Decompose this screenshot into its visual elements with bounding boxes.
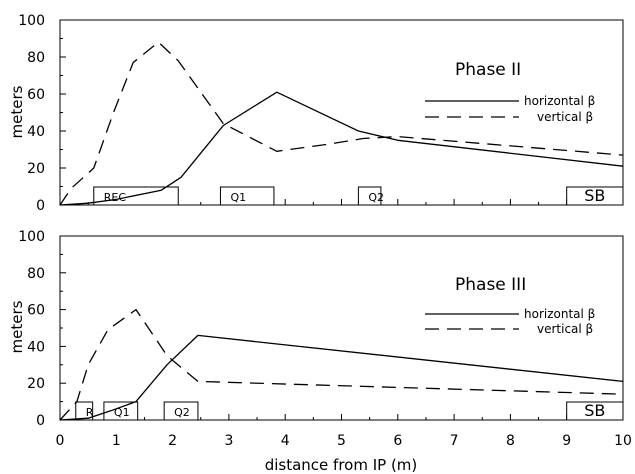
x-tick-labels: 0 1 2 3 4 5 6 7 8 9 10 [56, 433, 632, 449]
y-tick-label: 40 [27, 339, 45, 355]
element-label: SB [584, 401, 605, 420]
elements-bottom: R Q1 Q2 SB [75, 401, 624, 421]
y-ticks-top: 0 20 40 60 80 100 [18, 13, 66, 214]
element-box-q2 [357, 186, 382, 206]
legend-bottom: horizontal β vertical β [425, 307, 595, 336]
panel-title-top: Phase II [455, 60, 521, 80]
y-ticks-bottom: 0 20 40 60 80 100 [18, 229, 66, 429]
x-tick-label: 6 [393, 433, 402, 449]
x-tick-label: 2 [168, 433, 177, 449]
y-tick-label: 60 [27, 87, 45, 103]
element-label: Q1 [114, 406, 130, 419]
y-tick-label: 40 [27, 124, 45, 140]
x-tick-label: 8 [506, 433, 515, 449]
x-axis-label: distance from IP (m) [265, 456, 418, 474]
series-vertical-beta [59, 41, 624, 206]
element-box-q1 [103, 401, 139, 421]
y-tick-label: 20 [27, 376, 45, 392]
series-vertical-beta [59, 308, 624, 421]
legend-top: horizontal β vertical β [425, 94, 595, 124]
x-ticks-bottom [59, 414, 624, 420]
series-bottom [59, 308, 624, 421]
y-axis-label-top: meters [8, 85, 26, 138]
y-tick-label: 100 [18, 229, 45, 245]
element-label: R [86, 406, 94, 419]
x-tick-label: 5 [337, 433, 346, 449]
element-label: Q2 [174, 406, 190, 419]
y-tick-label: 20 [27, 161, 45, 177]
x-tick-label: 1 [112, 433, 121, 449]
x-tick-label: 9 [562, 433, 571, 449]
element-label: Q2 [368, 191, 384, 204]
element-box-q1 [219, 186, 275, 206]
y-tick-label: 100 [18, 13, 45, 29]
legend-vertical-bottom: vertical β [537, 322, 593, 336]
y-axis-label-bottom: meters [8, 300, 26, 353]
x-tick-label: 10 [614, 433, 632, 449]
x-tick-label: 4 [281, 433, 290, 449]
y-tick-label: 60 [27, 303, 45, 319]
panel-title-bottom: Phase III [455, 275, 526, 295]
element-label: Q1 [230, 191, 246, 204]
element-box-sb [566, 401, 624, 421]
elements-top: REC Q1 Q2 SB [93, 186, 624, 206]
legend-vertical-top: vertical β [537, 110, 593, 124]
x-tick-label: 3 [224, 433, 233, 449]
element-label: SB [584, 186, 605, 205]
series-horizontal-beta [59, 334, 624, 421]
legend-horizontal-bottom: horizontal β [524, 307, 595, 321]
series-horizontal-beta [59, 91, 624, 206]
y-tick-label: 0 [36, 198, 45, 214]
series-top [59, 41, 624, 206]
y-tick-label: 0 [36, 413, 45, 429]
element-box-r [75, 401, 94, 421]
element-box-sb [566, 186, 624, 206]
y-tick-label: 80 [27, 266, 45, 282]
x-tick-label: 0 [56, 433, 65, 449]
element-box-q2 [163, 401, 199, 421]
legend-horizontal-top: horizontal β [524, 94, 595, 108]
panel-phase-iii: 0 20 40 60 80 100 meters Phase III R Q1 Q2 SB ho… [8, 229, 624, 429]
x-tick-label: 7 [450, 433, 459, 449]
y-tick-label: 80 [27, 50, 45, 66]
